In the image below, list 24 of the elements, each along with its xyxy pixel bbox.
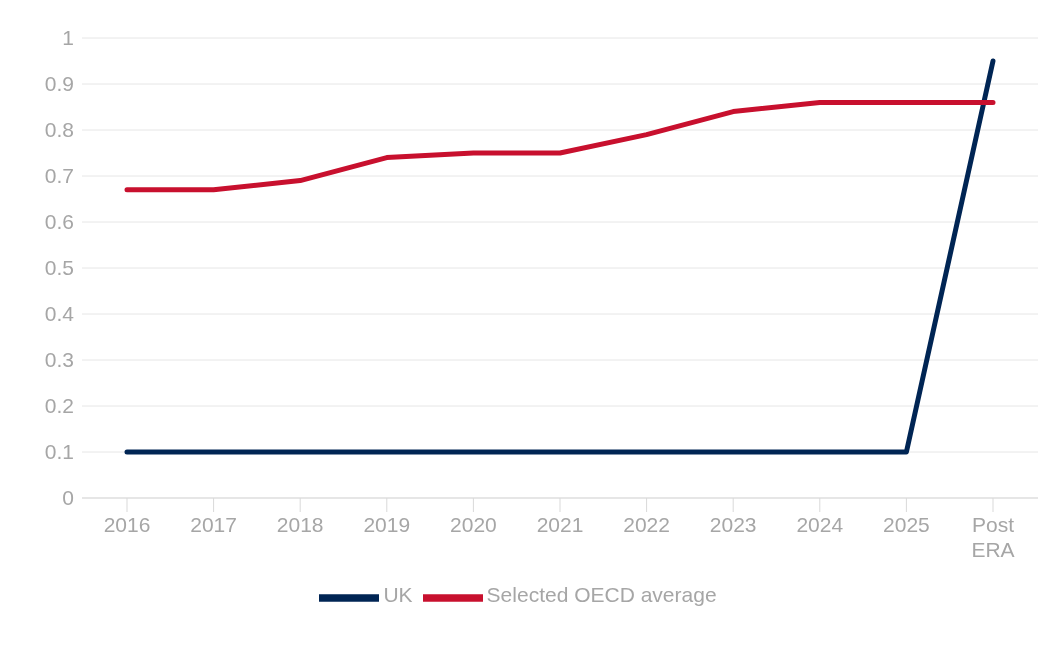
y-tick-label: 0.4	[44, 302, 75, 326]
y-tick-label: 1	[62, 26, 74, 50]
y-tick-label: 0	[62, 486, 74, 510]
x-tick-label: 2016	[103, 513, 151, 536]
x-tick-label: 2018	[276, 513, 324, 536]
y-tick-label: 0.1	[44, 440, 74, 464]
x-tick-label: 2024	[796, 513, 844, 536]
x-tick-label: 2020	[450, 513, 497, 536]
y-tick-label: 0.2	[44, 394, 74, 418]
y-tick-label: 0.7	[44, 164, 74, 188]
x-tick-label: 2019	[363, 513, 411, 536]
x-tick-label: 2025	[883, 513, 930, 536]
y-tick-label: 0.5	[44, 256, 74, 280]
x-tick-label: 2023	[709, 513, 757, 536]
x-tick-label: 2021	[536, 513, 584, 536]
x-tick-label: 2022	[623, 513, 670, 536]
legend-label: UK	[383, 583, 413, 607]
x-tick-label: Post ERA	[971, 513, 1015, 561]
legend-label: Selected OECD average	[486, 583, 717, 607]
y-tick-label: 0.3	[44, 348, 74, 372]
x-tick-label: 2017	[190, 513, 237, 536]
y-tick-label: 0.6	[44, 210, 74, 234]
y-tick-label: 0.9	[44, 72, 74, 96]
y-tick-label: 0.8	[44, 118, 74, 142]
